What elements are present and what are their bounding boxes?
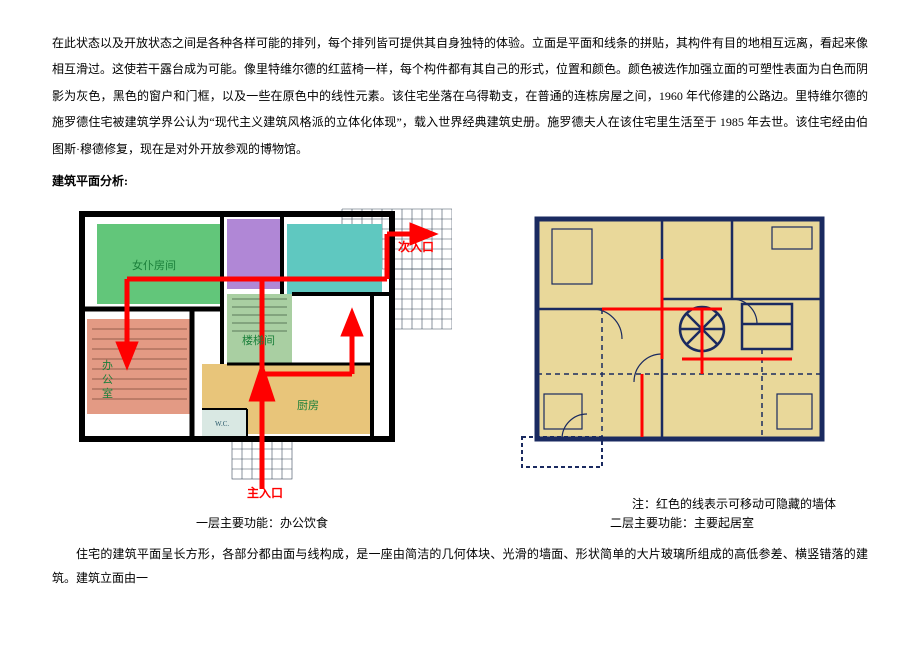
label-kitchen: 厨房 bbox=[297, 399, 319, 412]
red-line-note: 注：红色的线表示可移动可隐藏的墙体 bbox=[502, 495, 862, 514]
bottom-paragraph: 住宅的建筑平面呈长方形，各部分都由面与线构成，是一座由简洁的几何体块、光滑的墙面… bbox=[52, 542, 868, 590]
top-paragraph: 在此状态以及开放状态之间是各种各样可能的排列，每个排列皆可提供其自身独特的体验。… bbox=[52, 30, 868, 162]
caption-floor2: 二层主要功能：主要起居室 bbox=[502, 514, 862, 533]
label-office: 办公室 bbox=[102, 359, 113, 400]
label-main-entry: 主入口 bbox=[247, 485, 283, 499]
captions-row: 一层主要功能：办公饮食 二层主要功能：主要起居室 bbox=[52, 514, 868, 533]
label-side-entry: 次入口 bbox=[398, 239, 434, 254]
floor1-plan: 女仆房间 办公室 楼梯间 厨房 W.C. 主入口 次入口 bbox=[52, 199, 452, 514]
floor-plans-row: 女仆房间 办公室 楼梯间 厨房 W.C. 主入口 次入口 bbox=[52, 199, 868, 514]
grid-right bbox=[392, 269, 452, 329]
analysis-heading: 建筑平面分析: bbox=[52, 172, 868, 191]
label-wc: W.C. bbox=[215, 420, 229, 428]
floor2-plan: 注：红色的线表示可移动可隐藏的墙体 bbox=[502, 199, 862, 514]
room-teal bbox=[287, 224, 382, 294]
caption-floor1: 一层主要功能：办公饮食 bbox=[52, 514, 472, 533]
label-maid: 女仆房间 bbox=[132, 258, 176, 272]
label-stair: 楼梯间 bbox=[242, 333, 275, 347]
